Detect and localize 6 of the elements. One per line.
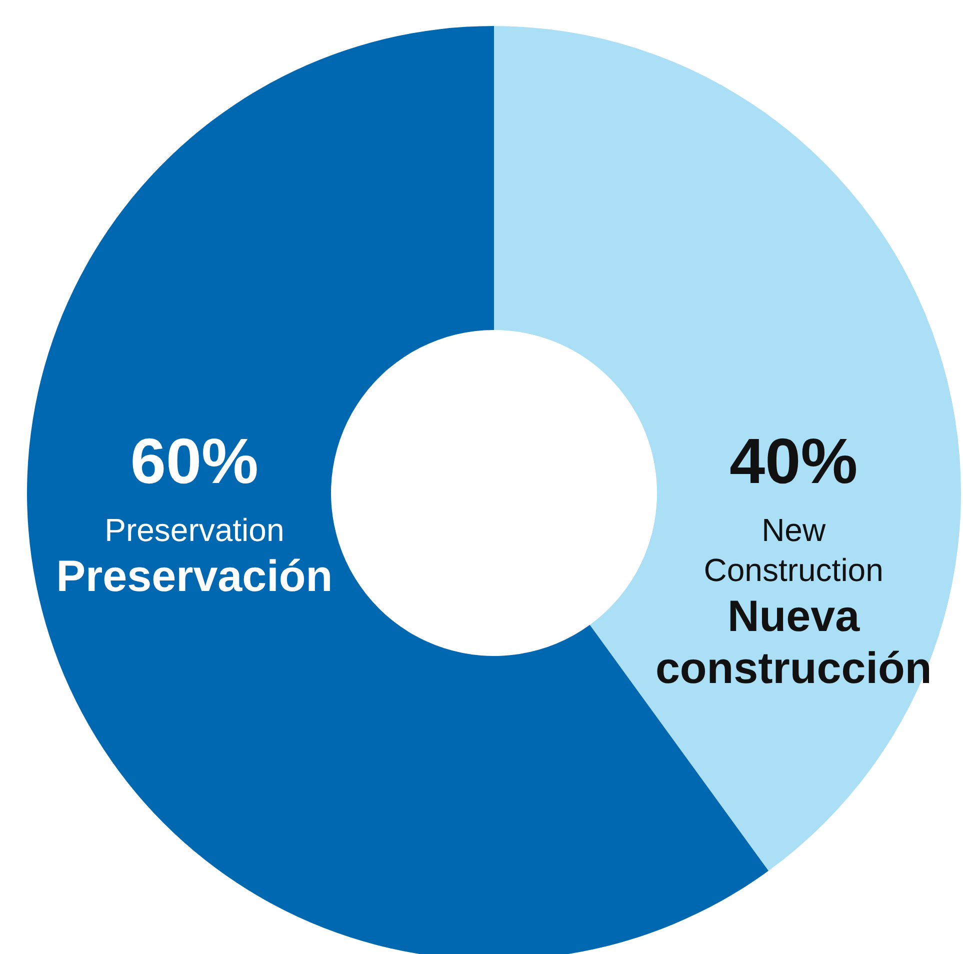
slice-label: Preservation bbox=[104, 512, 284, 548]
data-label: 60% bbox=[130, 425, 258, 497]
data-label: 40% bbox=[730, 425, 858, 497]
text: Preservación bbox=[56, 552, 333, 601]
slice-label: New Construction bbox=[704, 512, 884, 588]
text: Nueva construcción bbox=[655, 592, 932, 693]
